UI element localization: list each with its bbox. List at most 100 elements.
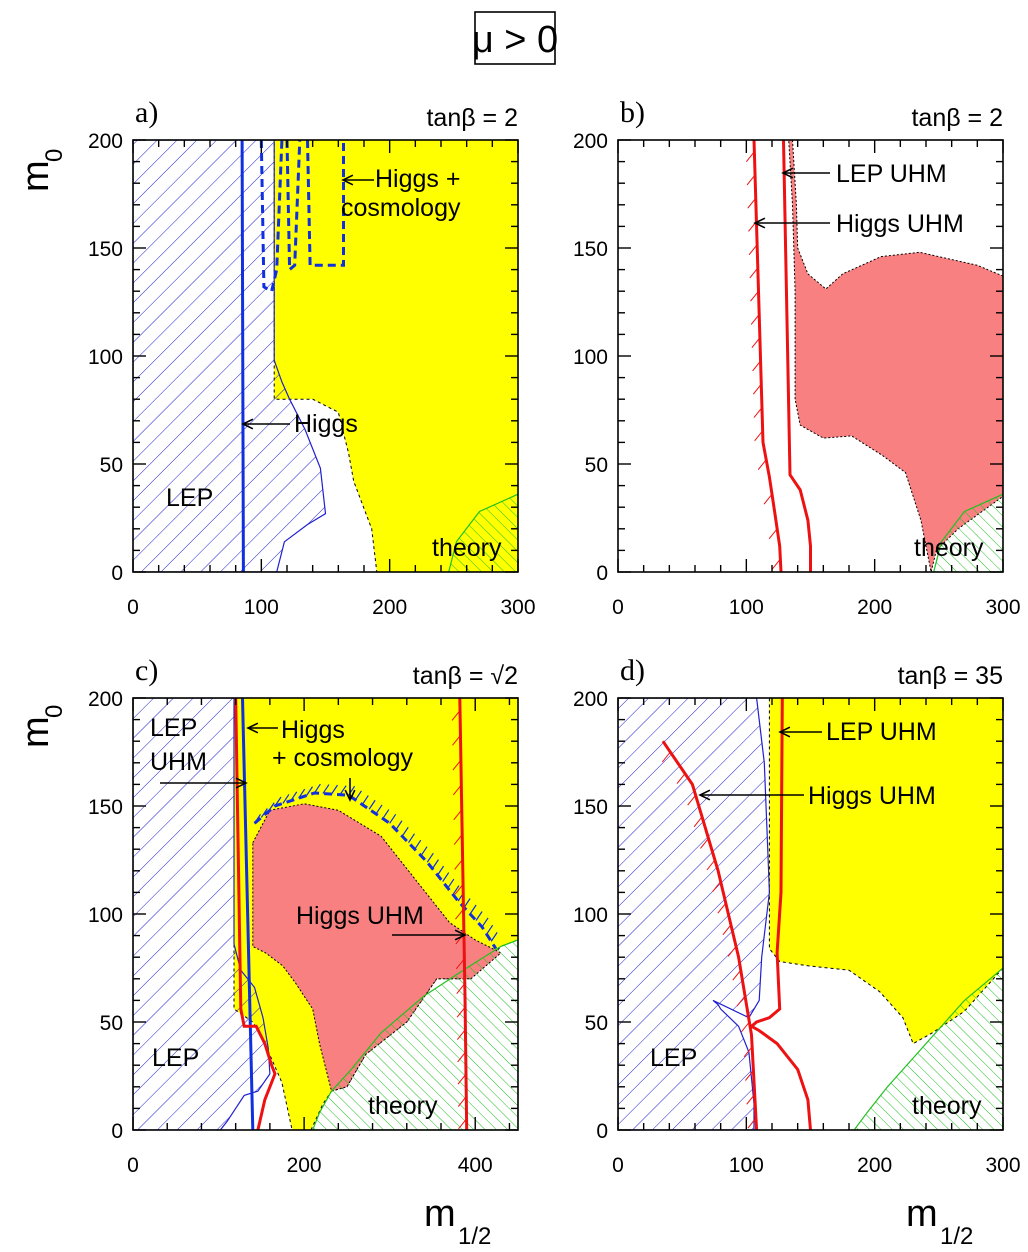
region-label-theory: theory [914, 534, 984, 562]
boundary-hatch-tick [452, 885, 460, 895]
x-tick-label: 300 [500, 596, 535, 619]
annotation-higgs-uhm: Higgs UHM [836, 210, 964, 238]
annotation-higgs-uhm: Higgs UHM [296, 902, 424, 930]
boundary-hatch-tick [274, 796, 282, 807]
higgs-cosmology-boundary [259, 140, 284, 294]
higgs-uhm-line-hatch [768, 528, 778, 540]
higgs-uhm-line-hatch [732, 969, 742, 981]
higgs-limit-line [241, 698, 255, 1130]
arrow-lep-uhm [160, 777, 248, 789]
uhm-allowed-region [788, 140, 1003, 572]
higgs-uhm-line-hatch [745, 1070, 754, 1081]
y-tick-label: 100 [573, 904, 608, 927]
boundary-hatch-tick [382, 809, 390, 819]
higgs-uhm-line-hatch [750, 314, 760, 325]
panel-letter: d) [620, 654, 645, 687]
panel-d: 0 100 200 300 0 50 100 150 200 d) tanβ = 35 [573, 654, 1021, 1177]
y-tick-label: 150 [573, 796, 608, 819]
boundary-hatch-tick [282, 794, 290, 804]
higgs-uhm-line-hatch [754, 430, 764, 442]
arrow-lep-uhm [778, 726, 822, 738]
y-tick-label: 150 [88, 796, 123, 819]
x-tick-label: 400 [458, 1154, 493, 1177]
y-tick-label: 200 [88, 688, 123, 711]
x-tick-label: 300 [985, 1154, 1020, 1177]
lep-excluded-region [618, 698, 771, 1130]
theory-excluded-region [853, 967, 1003, 1130]
boundary-hatch-tick [395, 820, 403, 831]
x-axis-title-left: m 1/2 [424, 1193, 491, 1250]
higgs-uhm-line-hatch [706, 859, 716, 871]
higgs-uhm-line-hatch [687, 794, 697, 806]
x-tick-label: 200 [857, 1154, 892, 1177]
higgs-uhm-line [458, 698, 469, 1130]
x-tick-label: 0 [127, 596, 139, 619]
ylabel-sub: 0 [41, 705, 68, 718]
header-box [474, 11, 556, 65]
higgs-uhm-line-hatch [736, 995, 746, 1007]
annotation-lep-uhm: LEP UHM [836, 160, 947, 188]
plot-area [133, 698, 518, 1130]
higgs-uhm-line-hatch [456, 1006, 466, 1018]
x-tick-label: 0 [127, 1154, 139, 1177]
higgs-uhm-line [752, 140, 783, 572]
y-tick-label: 0 [596, 562, 608, 585]
higgs-uhm-line-hatch [763, 493, 773, 505]
higgs-uhm-line-hatch [457, 1051, 467, 1063]
y-tick-label: 100 [88, 904, 123, 927]
higgs-uhm-line-hatch [771, 558, 781, 570]
higgs-uhm-line-hatch [752, 360, 761, 372]
y-tick-label: 200 [573, 130, 608, 153]
annotation-higgs-uhm: Higgs UHM [808, 782, 936, 810]
higgs-uhm-line-hatch [740, 1021, 750, 1033]
header-label: μ > 0 [472, 11, 558, 65]
y-tick-label: 50 [100, 454, 123, 477]
x-tick-label: 100 [729, 1154, 764, 1177]
xlabel-sub: 1/2 [458, 1223, 491, 1250]
xlabel-sub: 1/2 [940, 1223, 973, 1250]
annotation-lep-uhm: LEP UHM [826, 718, 937, 746]
higgs-uhm-line-hatch [752, 383, 762, 395]
higgs-uhm-line-hatch [456, 1029, 466, 1040]
boundary-hatch-tick [463, 898, 471, 908]
ylabel-main: m [15, 716, 57, 748]
higgs-uhm-line-hatch [750, 290, 759, 302]
theory-excluded-region [933, 493, 1003, 572]
boundary-hatch-tick [354, 790, 362, 801]
boundary-hatch-tick [298, 788, 306, 799]
y-tick-label: 0 [111, 1120, 123, 1143]
higgs-uhm-line-hatch [712, 881, 722, 892]
x-tick-label: 0 [612, 596, 624, 619]
y-tick-label: 50 [100, 1012, 123, 1035]
region-label-lep: LEP [152, 1044, 199, 1072]
higgs-uhm-line-hatch [747, 197, 757, 209]
boundary-hatch-tick [490, 932, 498, 942]
boundary-hatch-tick [442, 872, 450, 882]
boundary-hatch-tick [267, 802, 275, 813]
y-tick-label: 0 [596, 1120, 608, 1143]
arrow-lep-uhm [781, 167, 830, 179]
annotation-plus-cosmology: + cosmology [272, 744, 414, 772]
panel-letter: b) [620, 96, 645, 129]
higgs-cosmology-boundary [306, 140, 345, 267]
boundary-hatch-tick [486, 924, 494, 935]
higgs-uhm-line-hatch [693, 816, 703, 828]
plot-area [745, 140, 1003, 572]
y-tick-label: 100 [573, 346, 608, 369]
higgs-uhm-line-hatch [661, 751, 671, 763]
y-tick-label: 50 [585, 454, 608, 477]
higgs-uhm-line-hatch [455, 908, 464, 920]
arrow-cosmology [344, 778, 356, 802]
lep-excluded-region [133, 140, 327, 572]
plot-area [133, 140, 518, 572]
y-axis-title-top: m 0 [15, 149, 68, 192]
higgs-uhm-line-hatch [457, 1096, 467, 1107]
region-label-theory: theory [368, 1092, 438, 1120]
boundary-hatch-tick [313, 783, 321, 794]
x-tick-label: 0 [612, 1154, 624, 1177]
region-label-theory: theory [912, 1092, 982, 1120]
higgs-uhm-line-hatch [757, 459, 767, 470]
panels: 0 100 200 300 0 50 100 150 200 a) tanβ = 2 0 100 200 3… [88, 96, 1021, 1177]
higgs-uhm-line-hatch [456, 983, 466, 994]
higgs-uhm-line-hatch [453, 834, 463, 845]
